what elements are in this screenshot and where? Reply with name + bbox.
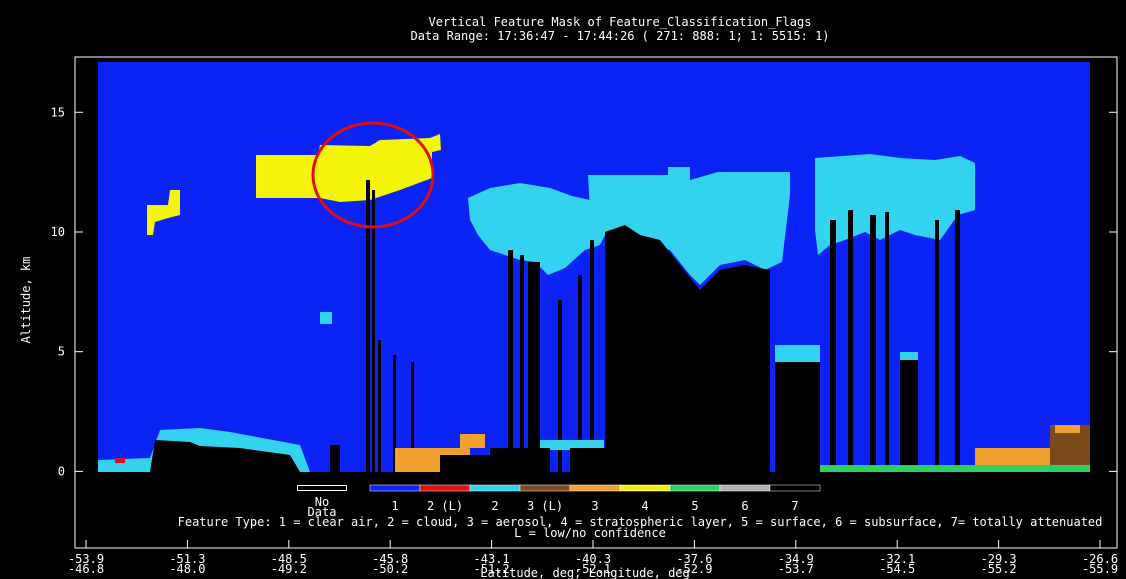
x-tick-label: -55.2: [981, 562, 1017, 576]
highlight-circle: [311, 121, 435, 229]
x-tick-label: -37.6: [676, 552, 712, 566]
x-tick-label: -29.3: [981, 552, 1017, 566]
plot-frame: [74, 56, 1118, 549]
chart-title: Vertical Feature Mask of Feature_Classif…: [429, 15, 812, 29]
legend-swatch: [369, 484, 421, 492]
x-tick-label: -45.8: [372, 552, 408, 566]
y-tick-label: 15: [51, 105, 65, 119]
x-tick-label: -26.6: [1082, 552, 1118, 566]
x-tick-label: -34.9: [778, 552, 814, 566]
legend-swatch: [769, 484, 821, 492]
legend-swatch: [619, 484, 671, 492]
x-tick-label: -49.2: [271, 562, 307, 576]
x-tick-label: -48.0: [169, 562, 205, 576]
x-tick-label: -51.3: [169, 552, 205, 566]
legend-label: 6: [741, 499, 748, 513]
legend-swatch: [569, 484, 621, 492]
legend-swatch: [669, 484, 721, 492]
legend-label: No: [315, 495, 329, 509]
x-tick-label: -53.9: [68, 552, 104, 566]
x-tick-label: -52.9: [676, 562, 712, 576]
legend-swatch: [719, 484, 771, 492]
y-tick-label: 10: [51, 225, 65, 239]
x-tick-label: -48.5: [271, 552, 307, 566]
legend-label: 3 (L): [527, 499, 563, 513]
legend-no-data-swatch: [298, 486, 346, 490]
x-tick-label: -54.5: [879, 562, 915, 576]
footnote: L = low/no confidence: [514, 526, 666, 540]
legend-label: 7: [791, 499, 798, 513]
legend-label: 2: [491, 499, 498, 513]
chart-subtitle: Data Range: 17:36:47 - 17:44:26 ( 271: 8…: [410, 29, 829, 43]
x-tick-label: -55.9: [1082, 562, 1118, 576]
y-tick-label: 0: [58, 464, 65, 478]
legend-swatch: [419, 484, 471, 492]
y-axis-label: Altitude, km: [19, 257, 33, 344]
x-tick-label: -32.1: [879, 552, 915, 566]
x-tick-label: -52.1: [575, 562, 611, 576]
x-tick-label: -40.3: [575, 552, 611, 566]
legend-swatch: [519, 484, 571, 492]
x-tick-label: -53.7: [778, 562, 814, 576]
legend-label: 5: [691, 499, 698, 513]
x-tick-label: -51.2: [474, 562, 510, 576]
y-tick-label: 5: [58, 345, 65, 359]
x-axis-label: Latitude, deg; Longitude, deg: [480, 566, 690, 579]
legend-label: Data: [308, 505, 337, 519]
feature-mask: [98, 62, 1090, 472]
legend-label: 1: [391, 499, 398, 513]
legend-label: 2 (L): [427, 499, 463, 513]
x-tick-label: -46.8: [68, 562, 104, 576]
x-tick-label: -43.1: [474, 552, 510, 566]
x-tick-label: -50.2: [372, 562, 408, 576]
legend-label: 3: [591, 499, 598, 513]
legend-label: 4: [641, 499, 648, 513]
footnote: Feature Type: 1 = clear air, 2 = cloud, …: [178, 515, 1103, 529]
legend-swatch: [469, 484, 521, 492]
